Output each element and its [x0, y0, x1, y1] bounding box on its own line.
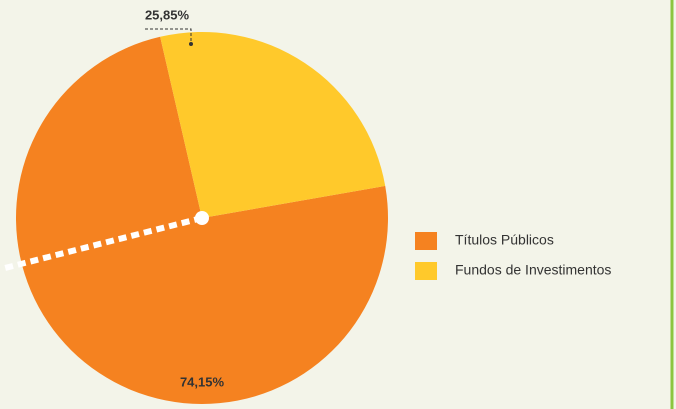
pointer-line: [4, 215, 203, 271]
leader-line: [145, 28, 192, 44]
legend-label: Fundos de Investimentos: [455, 262, 611, 278]
value-label: 74,15%: [180, 374, 225, 389]
value-label: 25,85%: [145, 7, 190, 22]
legend: Títulos Públicos Fundos de Investimentos: [415, 232, 611, 280]
leader-dot: [189, 42, 193, 46]
legend-label: Títulos Públicos: [455, 232, 554, 248]
pie-slice: [160, 32, 386, 219]
pie: [4, 32, 389, 405]
legend-swatch: [415, 232, 437, 250]
center-dot: [195, 211, 209, 225]
legend-swatch: [415, 262, 437, 280]
